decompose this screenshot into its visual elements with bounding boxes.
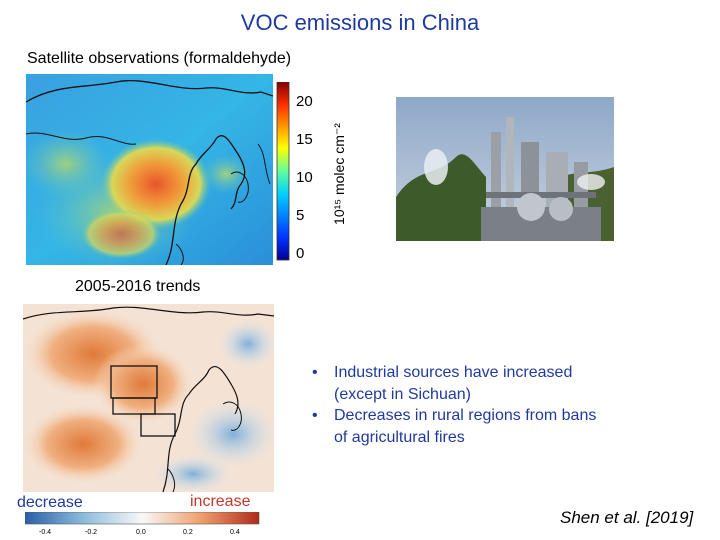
formaldehyde-colorbar: 20 15 10 5 0 10¹⁵ molec cm⁻² (276, 82, 347, 262)
bullet-item: • Decreases in rural regions from bans o… (312, 405, 672, 448)
trend-label: 2005-2016 trends (75, 278, 201, 295)
bullet-line: Decreases in rural regions from bans (334, 407, 597, 424)
colorbar-tick: 15 (296, 131, 313, 148)
trend-colorbar-tick: 0.2 (183, 529, 193, 536)
colorbar-tick: 5 (296, 207, 304, 224)
bullet-line: of agricultural fires (334, 428, 465, 446)
colorbar-tick: 20 (296, 93, 313, 110)
increase-label: increase (190, 493, 251, 510)
trend-colorbar-tick: 0.0 (136, 529, 146, 536)
refinery-photo (396, 97, 614, 241)
trend-colorbar-tick: 0.4 (230, 529, 240, 536)
trend-colorbar: -0.4 -0.2 0.0 0.2 0.4 (25, 512, 260, 536)
decrease-label: decrease (17, 494, 83, 511)
formaldehyde-map (26, 74, 273, 265)
slide-title: VOC emissions in China (240, 10, 480, 35)
colorbar-unit-label: 10¹⁵ molec cm⁻² (331, 123, 347, 225)
colorbar-tick: 10 (296, 169, 313, 186)
bullet-line: Industrial sources have increased (334, 364, 573, 381)
trend-colorbar-tick: -0.2 (85, 529, 97, 536)
bullet-item: • Industrial sources have increased (exc… (312, 362, 672, 405)
trend-map (23, 304, 274, 492)
bullet-symbol: • (312, 407, 318, 424)
colorbar-tick: 0 (296, 245, 304, 262)
bullet-line: (except in Sichuan) (334, 385, 471, 403)
bullet-symbol: • (312, 364, 318, 381)
trend-colorbar-tick: -0.4 (39, 529, 51, 536)
citation: Shen et al. [2019] (560, 508, 694, 527)
bullet-list: • Industrial sources have increased (exc… (312, 362, 672, 448)
satellite-label: Satellite observations (formaldehyde) (27, 50, 292, 67)
